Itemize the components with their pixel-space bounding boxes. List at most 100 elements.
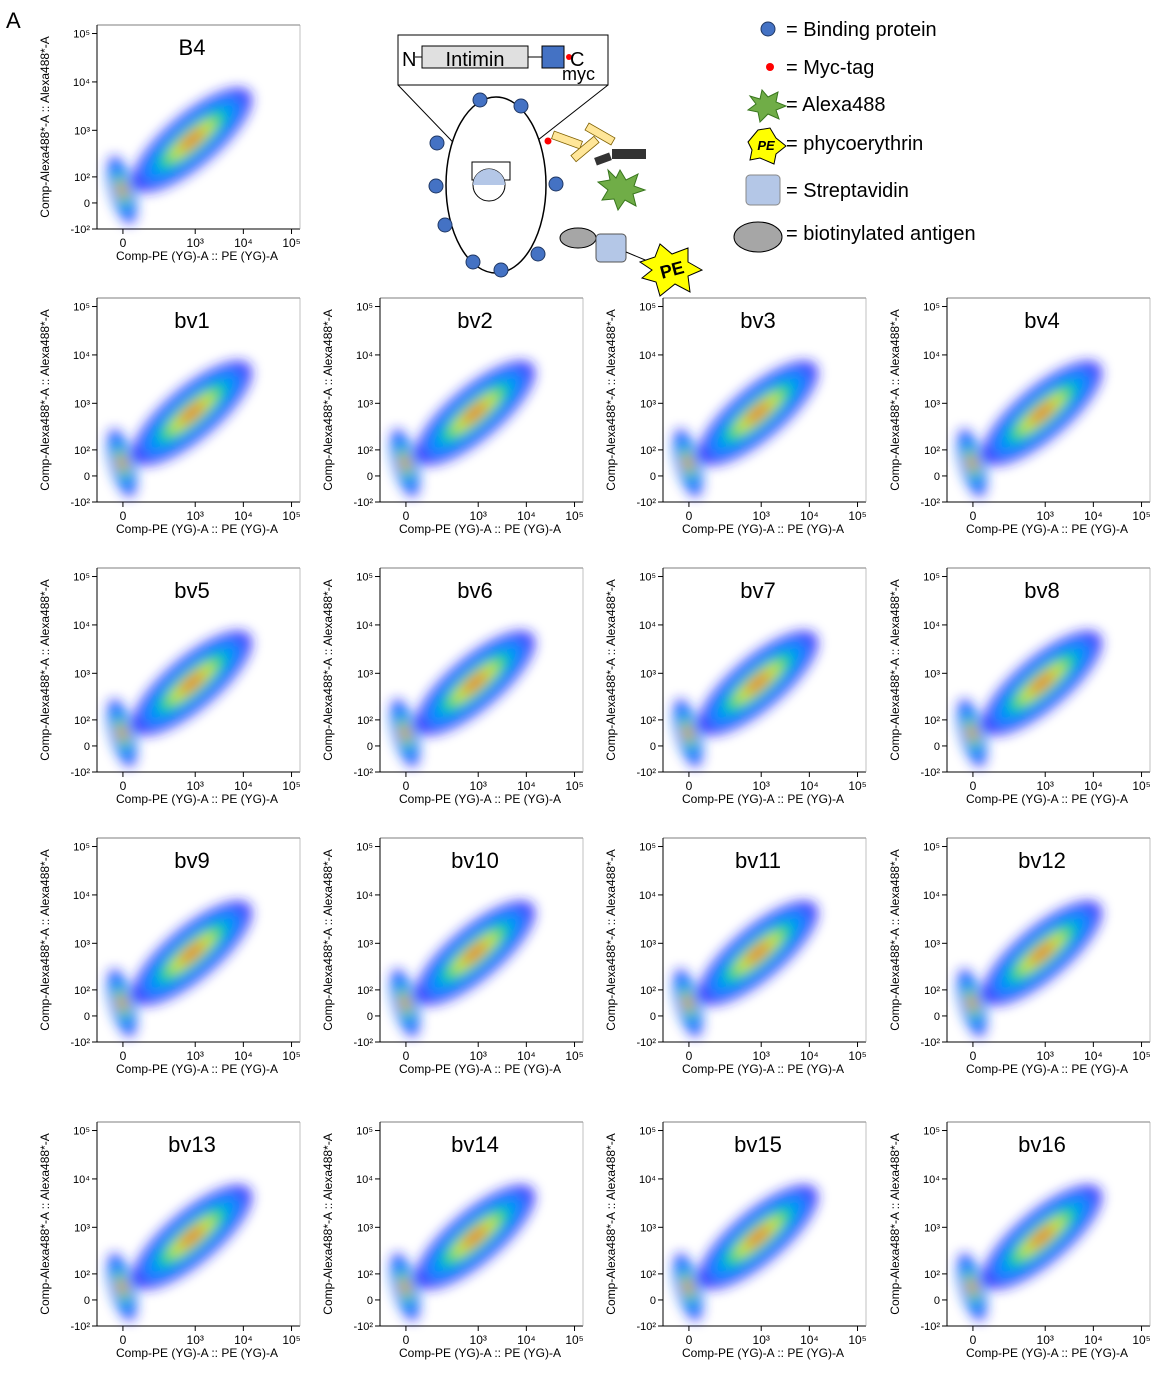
density-level [745,942,771,964]
x-tick-label: 10⁴ [234,509,253,523]
density-level [1029,672,1055,694]
x-tick-label: 10⁴ [234,1049,253,1063]
y-tick-label: 10⁴ [73,1174,90,1186]
flow-panel: 0 10³ 10⁴ 10⁵ 10⁵ 10⁴ 10³ 10² 0 -10² bv8 Comp-PE (Y… [888,567,1151,806]
x-tick-label: 10⁵ [848,1049,866,1063]
y-tick-label: -10² [353,1037,373,1049]
x-axis-label: Comp-PE (YG)-A :: PE (YG)-A [399,1062,561,1076]
y-tick-label: 10⁵ [356,842,373,854]
density-level [968,727,976,739]
flow-panel: 0 10³ 10⁴ 10⁵ 10⁵ 10⁴ 10³ 10² 0 -10² bv15 Comp-PE (… [604,1121,867,1360]
x-axis-label: Comp-PE (YG)-A :: PE (YG)-A [966,792,1128,806]
x-tick-label: 10⁵ [565,1049,583,1063]
panel-title: bv13 [168,1132,216,1157]
x-tick-label: 10³ [470,509,487,523]
y-axis-label: Comp-Alexa488*-A :: Alexa488*-A [321,309,335,490]
y-axis-label: Comp-Alexa488*-A :: Alexa488*-A [604,309,618,490]
density-cloud [673,900,818,1037]
y-tick-label: 10⁴ [356,890,373,902]
y-tick-label: 10⁴ [639,620,656,632]
y-tick-label: 10³ [640,668,656,680]
y-tick-label: 0 [367,1011,373,1023]
y-axis-label: Comp-Alexa488*-A :: Alexa488*-A [604,579,618,760]
y-axis-label: Comp-Alexa488*-A :: Alexa488*-A [888,309,902,490]
density-level [968,457,976,469]
y-tick-label: -10² [70,224,90,236]
flow-panel: 0 10³ 10⁴ 10⁵ 10⁵ 10⁴ 10³ 10² 0 -10² bv4 Comp-PE (Y… [888,297,1151,536]
y-tick-label: 0 [367,471,373,483]
panel-title: bv15 [734,1132,782,1157]
y-tick-label: 0 [84,198,90,210]
x-axis-label: Comp-PE (YG)-A :: PE (YG)-A [116,522,278,536]
density-level [684,727,692,739]
x-tick-label: 10³ [187,1333,204,1347]
x-tick-label: 10⁵ [282,509,300,523]
panel-title: bv6 [457,578,492,603]
y-tick-label: -10² [636,1321,656,1333]
y-tick-label: -10² [636,767,656,779]
x-tick-label: 10³ [187,779,204,793]
density-level [401,997,409,1009]
x-tick-label: 10⁵ [1132,1333,1150,1347]
x-tick-label: 10⁴ [234,1333,253,1347]
y-tick-label: -10² [353,1321,373,1333]
y-tick-label: 10² [640,985,656,997]
y-tick-label: 0 [934,1295,940,1307]
y-tick-label: -10² [353,767,373,779]
y-tick-label: -10² [70,1321,90,1333]
y-tick-label: 10³ [74,1222,90,1234]
density-level [179,672,205,694]
y-tick-label: 10³ [357,1222,373,1234]
density-level [401,457,409,469]
legend-label: = Alexa488 [786,94,886,116]
panel-title: bv14 [451,1132,499,1157]
y-tick-label: 10⁵ [639,842,656,854]
y-tick-label: 10² [357,1269,373,1281]
panel-title: bv4 [1024,308,1059,333]
x-tick-label: 10⁴ [800,1333,819,1347]
density-level [118,184,126,196]
x-tick-label: 10³ [470,1333,487,1347]
y-tick-label: 10⁵ [73,842,90,854]
diagram: N Intimin C myc PE [397,34,704,297]
panel-title: bv12 [1018,848,1066,873]
y-tick-label: 10⁴ [923,1174,940,1186]
y-tick-label: 10² [640,445,656,457]
y-tick-label: -10² [636,1037,656,1049]
x-axis-label: Comp-PE (YG)-A :: PE (YG)-A [682,1062,844,1076]
y-tick-label: 10⁵ [356,302,373,314]
flow-panel: 0 10³ 10⁴ 10⁵ 10⁵ 10⁴ 10³ 10² 0 -10² B4 Comp-PE (YG… [38,24,301,263]
density-level [745,1226,771,1248]
y-tick-label: -10² [920,497,940,509]
y-tick-label: 10⁵ [73,1126,90,1138]
x-tick-label: 10³ [753,779,770,793]
y-tick-label: 10⁴ [639,350,656,362]
x-axis-label: Comp-PE (YG)-A :: PE (YG)-A [682,792,844,806]
x-tick-label: 10⁴ [1084,1333,1103,1347]
x-tick-label: 10⁵ [1132,1049,1150,1063]
y-tick-label: -10² [920,1321,940,1333]
x-tick-label: 10⁵ [282,779,300,793]
y-axis-label: Comp-Alexa488*-A :: Alexa488*-A [888,579,902,760]
y-tick-label: 0 [650,1011,656,1023]
y-tick-label: 10² [640,1269,656,1281]
y-tick-label: -10² [920,767,940,779]
y-tick-label: 10⁵ [73,572,90,584]
y-tick-label: 10² [357,445,373,457]
density-level [1029,942,1055,964]
y-axis-label: Comp-Alexa488*-A :: Alexa488*-A [38,309,52,490]
flow-panel: 0 10³ 10⁴ 10⁵ 10⁵ 10⁴ 10³ 10² 0 -10² bv14 Comp-PE (… [321,1121,584,1360]
x-tick-label: 10⁴ [1084,779,1103,793]
x-tick-label: 10⁴ [234,779,253,793]
x-tick-label: 10³ [470,779,487,793]
y-tick-label: 10⁴ [923,890,940,902]
y-axis-label: Comp-Alexa488*-A :: Alexa488*-A [888,1133,902,1314]
x-tick-label: 0 [686,1049,693,1063]
x-tick-label: 10⁴ [517,1049,536,1063]
density-cloud [673,1184,818,1321]
x-tick-label: 10³ [187,509,204,523]
density-cloud [957,900,1102,1037]
y-axis-label: Comp-Alexa488*-A :: Alexa488*-A [38,1133,52,1314]
x-axis-label: Comp-PE (YG)-A :: PE (YG)-A [966,1346,1128,1360]
